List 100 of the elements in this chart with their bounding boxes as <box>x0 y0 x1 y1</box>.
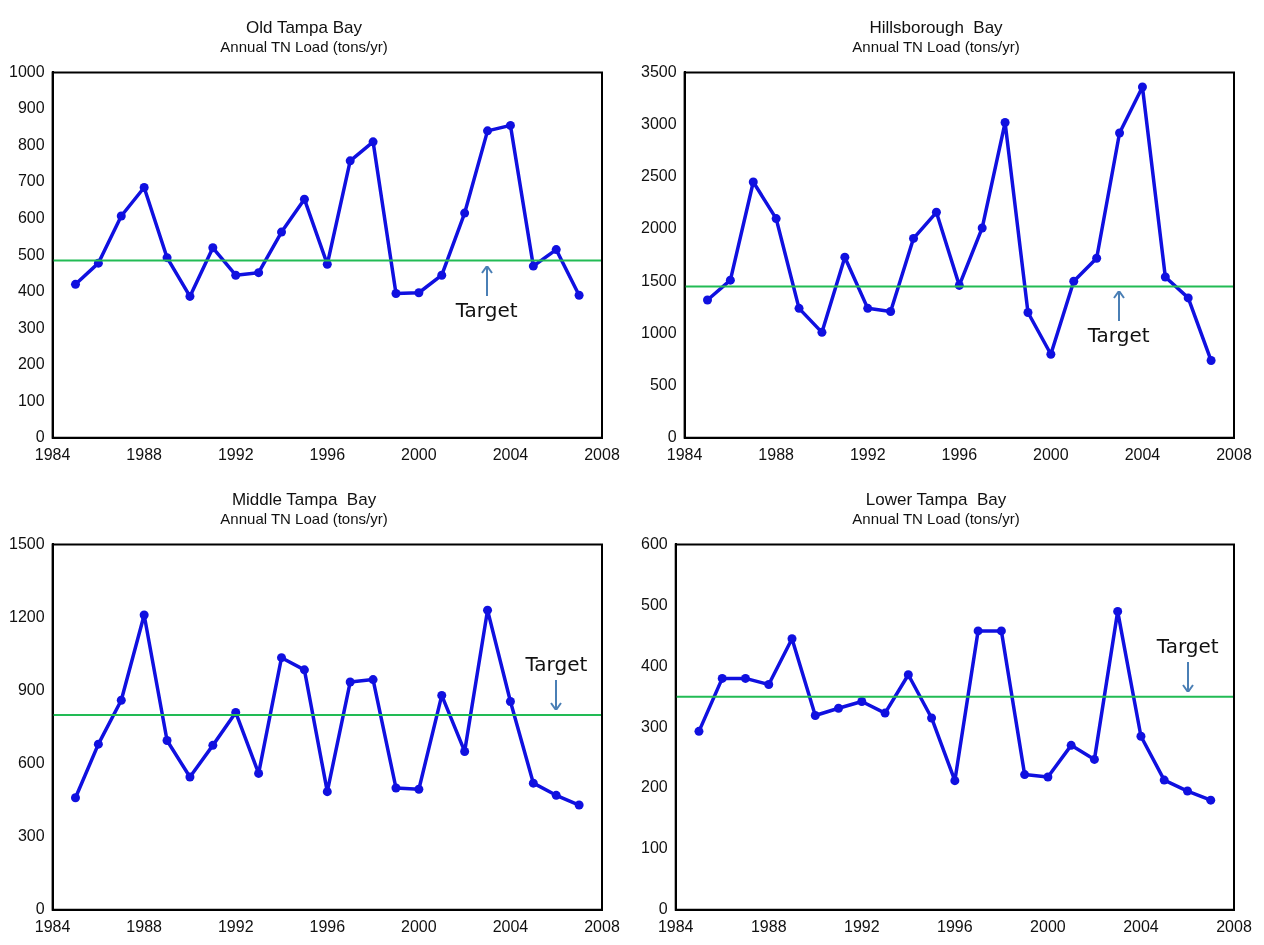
x-tick-label: 1996 <box>937 917 973 935</box>
y-tick-label: 100 <box>17 391 45 409</box>
y-tick-label: 300 <box>640 717 668 735</box>
point <box>345 677 355 687</box>
point <box>1089 754 1099 764</box>
point <box>794 303 804 313</box>
point <box>1000 118 1010 128</box>
point <box>1183 293 1193 303</box>
point <box>1046 349 1056 359</box>
x-tick-label: 2000 <box>1033 445 1069 463</box>
point <box>437 690 447 700</box>
point <box>391 783 401 793</box>
point <box>368 675 378 685</box>
ref-line-label: Target <box>525 651 588 676</box>
point <box>299 194 309 204</box>
y-tick-label: 900 <box>17 680 45 698</box>
x-tick-label: 1988 <box>126 917 163 935</box>
ref-line-label: Target <box>455 297 518 322</box>
point <box>277 227 287 237</box>
y-tick-label: 900 <box>17 99 45 117</box>
point <box>863 303 873 313</box>
point <box>528 261 538 271</box>
point <box>903 670 913 680</box>
x-tick-label: 1992 <box>849 445 886 463</box>
x-tick-label: 1988 <box>758 445 795 463</box>
x-tick-label: 1988 <box>126 445 163 463</box>
x-tick-label: 2008 <box>1216 445 1252 463</box>
chart-title: Middle Tampa Bay <box>231 489 377 509</box>
x-tick-label: 1984 <box>666 445 703 463</box>
y-tick-label: 0 <box>35 900 45 918</box>
y-tick-label: 3500 <box>641 62 677 80</box>
x-tick-label: 1988 <box>750 917 787 935</box>
ref-line-label: Target <box>1156 633 1219 658</box>
point <box>93 739 103 749</box>
point <box>973 626 983 636</box>
point <box>345 156 355 166</box>
y-tick-label: 0 <box>658 900 668 918</box>
chart-subtitle: Annual TN Load (tons/yr) <box>852 37 1020 55</box>
x-tick-label: 1992 <box>217 917 254 935</box>
point <box>254 268 264 278</box>
y-tick-label: 700 <box>17 172 45 190</box>
x-tick-label: 1984 <box>34 445 71 463</box>
x-tick-label: 2000 <box>1030 917 1066 935</box>
point <box>1020 770 1030 780</box>
point <box>702 295 712 305</box>
point <box>857 697 867 707</box>
x-tick-label: 2004 <box>1123 917 1159 935</box>
point <box>139 610 149 620</box>
ref-line-label: Target <box>1087 323 1150 348</box>
point <box>70 793 80 803</box>
point <box>1113 606 1123 616</box>
y-tick-label: 100 <box>640 839 668 857</box>
point <box>162 736 172 745</box>
point <box>1115 128 1125 138</box>
y-tick-label: 500 <box>649 376 677 394</box>
point <box>574 290 584 300</box>
y-tick-label: 3000 <box>641 115 677 133</box>
x-tick-label: 2004 <box>492 445 529 463</box>
x-tick-label: 1992 <box>217 445 254 463</box>
point <box>437 270 447 280</box>
x-tick-label: 2000 <box>401 917 437 935</box>
point <box>208 740 218 750</box>
chart-title: Lower Tampa Bay <box>865 489 1007 509</box>
point <box>1092 253 1102 263</box>
point <box>528 778 538 788</box>
point <box>116 695 126 705</box>
chart-title: Old Tampa Bay <box>246 17 363 37</box>
point <box>764 679 774 689</box>
y-tick-label: 200 <box>17 355 45 373</box>
y-tick-label: 200 <box>640 778 668 796</box>
point <box>460 746 470 756</box>
point <box>1137 82 1147 92</box>
y-tick-label: 1000 <box>9 62 45 80</box>
y-tick-label: 500 <box>17 245 45 263</box>
point <box>817 327 827 337</box>
point <box>299 665 309 675</box>
point <box>277 653 287 663</box>
point <box>717 673 727 683</box>
point <box>139 183 149 192</box>
x-tick-label: 1984 <box>657 917 694 935</box>
y-tick-label: 400 <box>17 282 45 300</box>
point <box>977 223 987 233</box>
point <box>391 288 401 298</box>
y-tick-label: 600 <box>640 534 668 552</box>
point <box>931 207 941 217</box>
point <box>725 275 735 285</box>
y-tick-label: 600 <box>17 754 45 772</box>
x-tick-label: 1996 <box>309 445 346 463</box>
point <box>551 245 561 255</box>
point <box>1160 272 1170 282</box>
point <box>1206 795 1216 805</box>
point <box>414 784 424 794</box>
x-tick-label: 2008 <box>1216 917 1252 935</box>
point <box>927 713 937 723</box>
x-tick-label: 2004 <box>1124 445 1161 463</box>
point <box>116 211 126 221</box>
point <box>574 800 584 810</box>
y-tick-label: 1500 <box>9 534 45 552</box>
point <box>505 120 515 130</box>
point <box>996 626 1006 636</box>
